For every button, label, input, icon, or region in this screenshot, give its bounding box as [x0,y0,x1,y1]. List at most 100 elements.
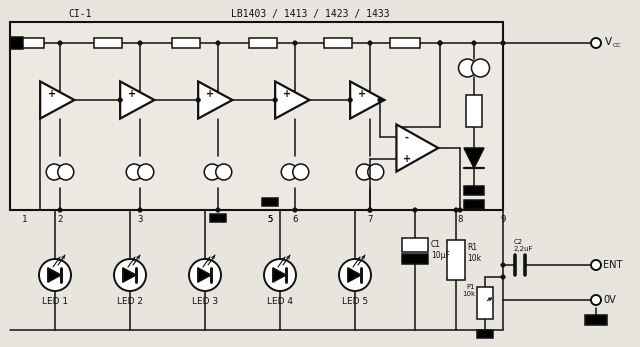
Text: LED 3: LED 3 [192,297,218,306]
Bar [466,95,482,127]
Polygon shape [40,82,74,119]
Polygon shape [350,82,385,119]
Text: C1
10μF: C1 10μF [431,240,450,260]
Circle shape [472,59,490,77]
Bar [464,200,484,209]
Circle shape [472,41,476,45]
Text: CI-1: CI-1 [68,9,92,19]
Circle shape [273,98,277,102]
Text: 8: 8 [458,215,463,224]
Circle shape [368,208,372,212]
Circle shape [216,208,220,212]
Polygon shape [48,268,61,282]
Circle shape [591,260,601,270]
Text: 7: 7 [367,215,372,224]
Text: LED 5: LED 5 [342,297,368,306]
Circle shape [348,98,353,102]
Circle shape [293,41,297,45]
Circle shape [264,259,296,291]
Circle shape [58,41,62,45]
Text: 1: 1 [22,215,28,224]
Circle shape [126,164,142,180]
Circle shape [204,164,220,180]
Text: -: - [404,132,409,142]
Circle shape [438,41,442,45]
Circle shape [58,208,62,212]
Circle shape [454,208,458,212]
Text: 5: 5 [268,215,273,224]
Polygon shape [198,82,232,119]
Circle shape [39,259,71,291]
Circle shape [138,41,142,45]
Circle shape [138,208,142,212]
Text: 4: 4 [215,215,221,224]
Text: 3: 3 [138,215,143,224]
Bar [16,38,44,48]
Circle shape [339,259,371,291]
Text: +: + [128,88,136,99]
Circle shape [501,41,505,45]
Polygon shape [198,268,211,282]
Bar [585,315,607,325]
Bar [10,22,503,210]
Circle shape [368,208,372,212]
Circle shape [138,164,154,180]
Circle shape [58,164,74,180]
Bar [210,214,226,222]
Text: +: + [358,88,366,99]
Bar [390,38,420,48]
Circle shape [458,59,477,77]
Circle shape [368,41,372,45]
Bar [10,37,23,49]
Circle shape [118,98,122,102]
Text: CC: CC [613,42,621,48]
Bar [172,38,200,48]
Circle shape [368,164,384,180]
Bar [447,240,465,280]
Circle shape [216,41,220,45]
Bar [477,287,493,319]
Circle shape [216,164,232,180]
Text: ENT: ENT [603,260,622,270]
Circle shape [292,164,308,180]
Polygon shape [396,125,438,171]
Bar [464,186,484,195]
Text: C2
2,2uF: C2 2,2uF [514,239,534,252]
Text: R1
10k: R1 10k [467,243,481,263]
Text: LED 4: LED 4 [267,297,293,306]
Circle shape [591,38,601,48]
Circle shape [114,259,146,291]
Polygon shape [120,82,154,119]
Text: +: + [48,88,56,99]
Circle shape [196,98,200,102]
Bar [324,38,352,48]
Polygon shape [275,82,309,119]
Text: +: + [403,154,411,164]
Circle shape [458,208,462,212]
Polygon shape [273,268,286,282]
Circle shape [189,259,221,291]
Bar [262,198,278,206]
Circle shape [413,208,417,212]
Polygon shape [464,148,484,168]
Circle shape [281,164,297,180]
Text: LED 1: LED 1 [42,297,68,306]
Circle shape [46,164,62,180]
Circle shape [356,164,372,180]
Text: 2: 2 [58,215,63,224]
Circle shape [591,295,601,305]
Text: +: + [283,88,291,99]
Circle shape [438,41,442,45]
Text: P1
10k: P1 10k [462,284,475,297]
Bar [94,38,122,48]
Text: +: + [206,88,214,99]
Bar [477,330,493,338]
Bar [402,238,428,252]
Circle shape [501,275,505,279]
Text: 9: 9 [500,215,506,224]
Text: LED 2: LED 2 [117,297,143,306]
Polygon shape [123,268,136,282]
Circle shape [501,263,505,267]
Text: 0V: 0V [603,295,616,305]
Text: 5: 5 [268,215,273,224]
